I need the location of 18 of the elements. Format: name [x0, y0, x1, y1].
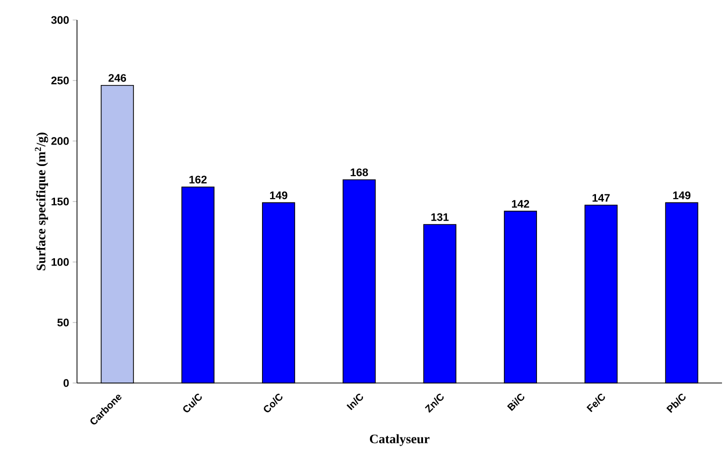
y-tick-label: 50 — [57, 318, 69, 326]
y-tick-label: 0 — [64, 379, 69, 387]
data-label: 246 — [108, 74, 126, 82]
data-label: 162 — [189, 176, 207, 184]
data-label: 149 — [673, 191, 690, 200]
data-label: 147 — [592, 194, 610, 202]
y-tick-label: 250 — [51, 76, 69, 84]
y-tick-label: 300 — [51, 16, 69, 24]
y-axis-title: Surface specifique (m$^{2}$/g) — [34, 132, 48, 270]
data-label: 131 — [431, 213, 449, 221]
data-label: 149 — [270, 191, 288, 200]
y-tick-label: 100 — [52, 258, 69, 266]
data-label: 168 — [350, 168, 368, 176]
y-tick-label: 150 — [52, 198, 69, 206]
x-tick-label: In/C — [346, 394, 364, 410]
x-axis-title: Catalyseur — [370, 434, 430, 446]
data-label: 142 — [512, 200, 530, 208]
y-tick-label: 200 — [51, 137, 69, 145]
